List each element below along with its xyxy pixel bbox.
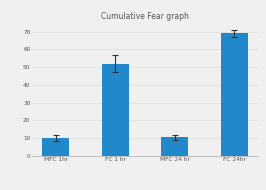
- Bar: [161, 137, 188, 156]
- Title: Cumulative Fear graph: Cumulative Fear graph: [101, 12, 189, 21]
- Bar: [221, 33, 248, 156]
- Bar: [102, 64, 128, 156]
- Bar: [42, 138, 69, 156]
